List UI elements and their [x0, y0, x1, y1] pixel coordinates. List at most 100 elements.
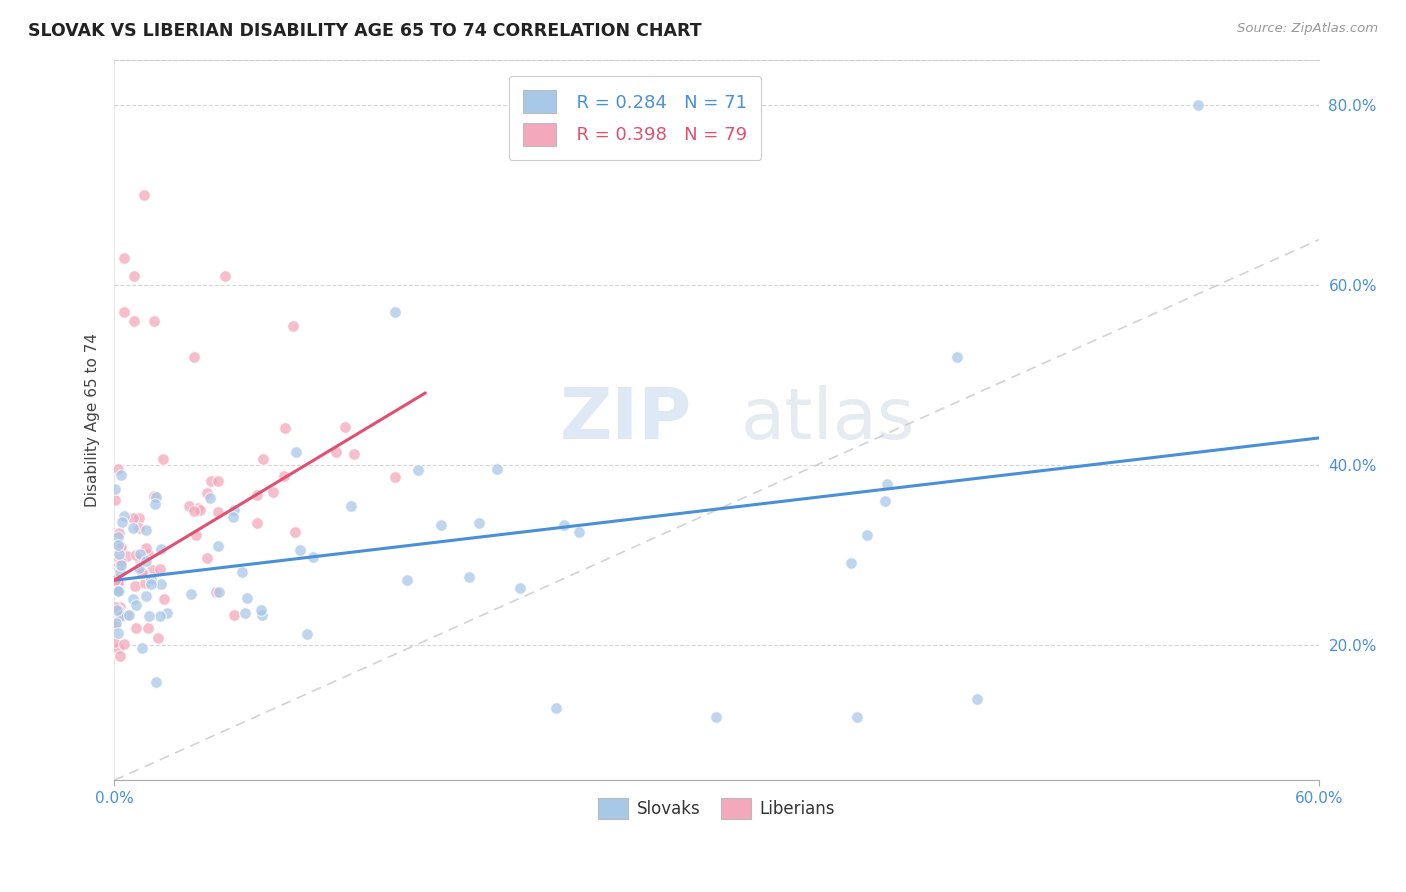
Point	[183, 350, 205, 364]
Point	[205, 584, 228, 599]
Point	[876, 476, 898, 491]
Point	[110, 558, 132, 573]
Point	[122, 510, 145, 524]
Point	[273, 469, 295, 483]
Point	[1187, 97, 1209, 112]
Point	[135, 541, 157, 555]
Point	[105, 603, 128, 617]
Point	[141, 563, 163, 577]
Point	[105, 543, 128, 558]
Point	[231, 565, 253, 579]
Point	[233, 606, 256, 620]
Point	[288, 542, 311, 557]
Point	[138, 609, 160, 624]
Point	[122, 591, 145, 606]
Point	[485, 462, 508, 476]
Point	[134, 187, 156, 202]
Point	[706, 710, 728, 724]
Point	[177, 500, 200, 514]
Point	[384, 470, 406, 484]
Point	[184, 528, 207, 542]
Point	[125, 599, 148, 613]
Point	[873, 494, 896, 508]
Point	[104, 600, 127, 615]
Point	[150, 576, 173, 591]
Point	[107, 584, 129, 599]
Point	[115, 608, 138, 623]
Point	[262, 485, 284, 500]
Point	[340, 499, 363, 513]
Point	[104, 618, 127, 632]
Text: SLOVAK VS LIBERIAN DISABILITY AGE 65 TO 74 CORRELATION CHART: SLOVAK VS LIBERIAN DISABILITY AGE 65 TO …	[28, 22, 702, 40]
Point	[128, 510, 150, 524]
Point	[135, 523, 157, 537]
Point	[107, 547, 129, 561]
Point	[214, 268, 236, 283]
Point	[105, 616, 128, 631]
Point	[105, 538, 128, 552]
Point	[208, 585, 231, 599]
Point	[285, 445, 308, 459]
Point	[117, 549, 139, 564]
Point	[145, 490, 167, 504]
Point	[131, 640, 153, 655]
Point	[110, 608, 132, 623]
Point	[509, 581, 531, 595]
Text: ZIP: ZIP	[560, 385, 692, 454]
Point	[112, 509, 135, 524]
Point	[250, 607, 273, 622]
Point	[190, 503, 212, 517]
Point	[249, 602, 271, 616]
Point	[122, 521, 145, 535]
Point	[108, 552, 131, 566]
Point	[224, 502, 246, 516]
Point	[136, 547, 159, 561]
Point	[207, 474, 229, 488]
Point	[107, 461, 129, 475]
Point	[856, 528, 879, 542]
Point	[343, 446, 366, 460]
Point	[125, 621, 148, 635]
Point	[110, 648, 132, 663]
Point	[846, 710, 869, 724]
Text: Source: ZipAtlas.com: Source: ZipAtlas.com	[1237, 22, 1378, 36]
Point	[222, 509, 245, 524]
Point	[110, 540, 132, 554]
Point	[135, 589, 157, 603]
Point	[236, 591, 259, 605]
Point	[108, 565, 131, 579]
Point	[148, 631, 170, 645]
Point	[195, 486, 218, 500]
Point	[143, 314, 166, 328]
Point	[129, 548, 152, 562]
Point	[128, 521, 150, 535]
Point	[457, 570, 479, 584]
Point	[468, 516, 491, 531]
Point	[553, 517, 575, 532]
Point	[197, 551, 219, 566]
Point	[139, 576, 162, 591]
Point	[107, 538, 129, 552]
Point	[245, 488, 267, 502]
Point	[325, 445, 347, 459]
Point	[429, 518, 451, 533]
Point	[107, 604, 129, 618]
Point	[246, 516, 269, 530]
Point	[156, 606, 179, 620]
Point	[568, 524, 591, 539]
Point	[384, 305, 406, 319]
Point	[183, 504, 205, 518]
Point	[104, 635, 127, 649]
Point	[946, 350, 969, 364]
Point	[152, 451, 174, 466]
Point	[107, 530, 129, 544]
Point	[200, 474, 222, 488]
Text: atlas: atlas	[741, 385, 915, 454]
Point	[107, 575, 129, 590]
Point	[143, 489, 166, 503]
Point	[252, 452, 274, 467]
Point	[153, 591, 176, 606]
Point	[143, 497, 166, 511]
Point	[110, 515, 132, 529]
Point	[302, 549, 325, 564]
